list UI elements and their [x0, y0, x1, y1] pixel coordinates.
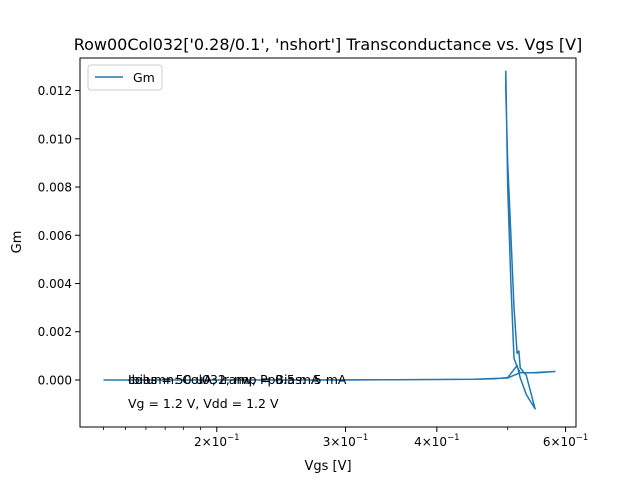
plot-frame	[79, 57, 577, 428]
y-tick-label: 0.004	[38, 277, 72, 291]
annotations: Ibias = 50 uA, Iramp = 0.5 mA column: Co…	[128, 372, 347, 411]
series-layer	[103, 70, 556, 410]
legend-label-gm: Gm	[133, 70, 155, 85]
x-tick-label: 2×10−1	[194, 433, 240, 449]
x-tick-exponent: −1	[356, 433, 369, 443]
x-tick-label: 3×10−1	[323, 433, 369, 449]
y-tick-label: 0.012	[38, 84, 72, 98]
y-axis-ticks: 0.000 0.002 0.004 0.006 0.008 0.010 0.012	[38, 84, 80, 387]
annotation-text-voltages: Vg = 1.2 V, Vdd = 1.2 V	[128, 396, 279, 411]
chart-title: Row00Col032['0.28/0.1', 'nshort'] Transc…	[74, 35, 583, 54]
x-tick-exponent: −1	[227, 433, 240, 443]
series-line-gm	[103, 70, 556, 410]
annotation-text-bias: Ibias = 50 uA, Iramp = 0.5 mA	[128, 372, 320, 387]
y-tick-label: 0.006	[38, 229, 72, 243]
x-tick-exponent: −1	[447, 433, 460, 443]
y-axis-label: Gm	[10, 231, 25, 254]
x-axis-label: Vgs [V]	[304, 459, 351, 474]
x-tick-label: 6×10−1	[543, 433, 589, 449]
y-tick-label: 0.000	[38, 373, 72, 387]
annotation-text-column: column: Col032, nw, PpBias: .5 mA	[128, 372, 347, 387]
legend: Gm	[87, 64, 163, 91]
y-tick-label: 0.002	[38, 325, 72, 339]
x-axis-ticks: 2×10−1 3×10−1 4×10−1 6×10−1	[103, 427, 589, 449]
y-tick-label: 0.010	[38, 132, 72, 146]
x-tick-exponent: −1	[576, 433, 589, 443]
legend-box	[87, 64, 163, 91]
x-tick-label: 4×10−1	[414, 433, 460, 449]
y-tick-label: 0.008	[38, 181, 72, 195]
